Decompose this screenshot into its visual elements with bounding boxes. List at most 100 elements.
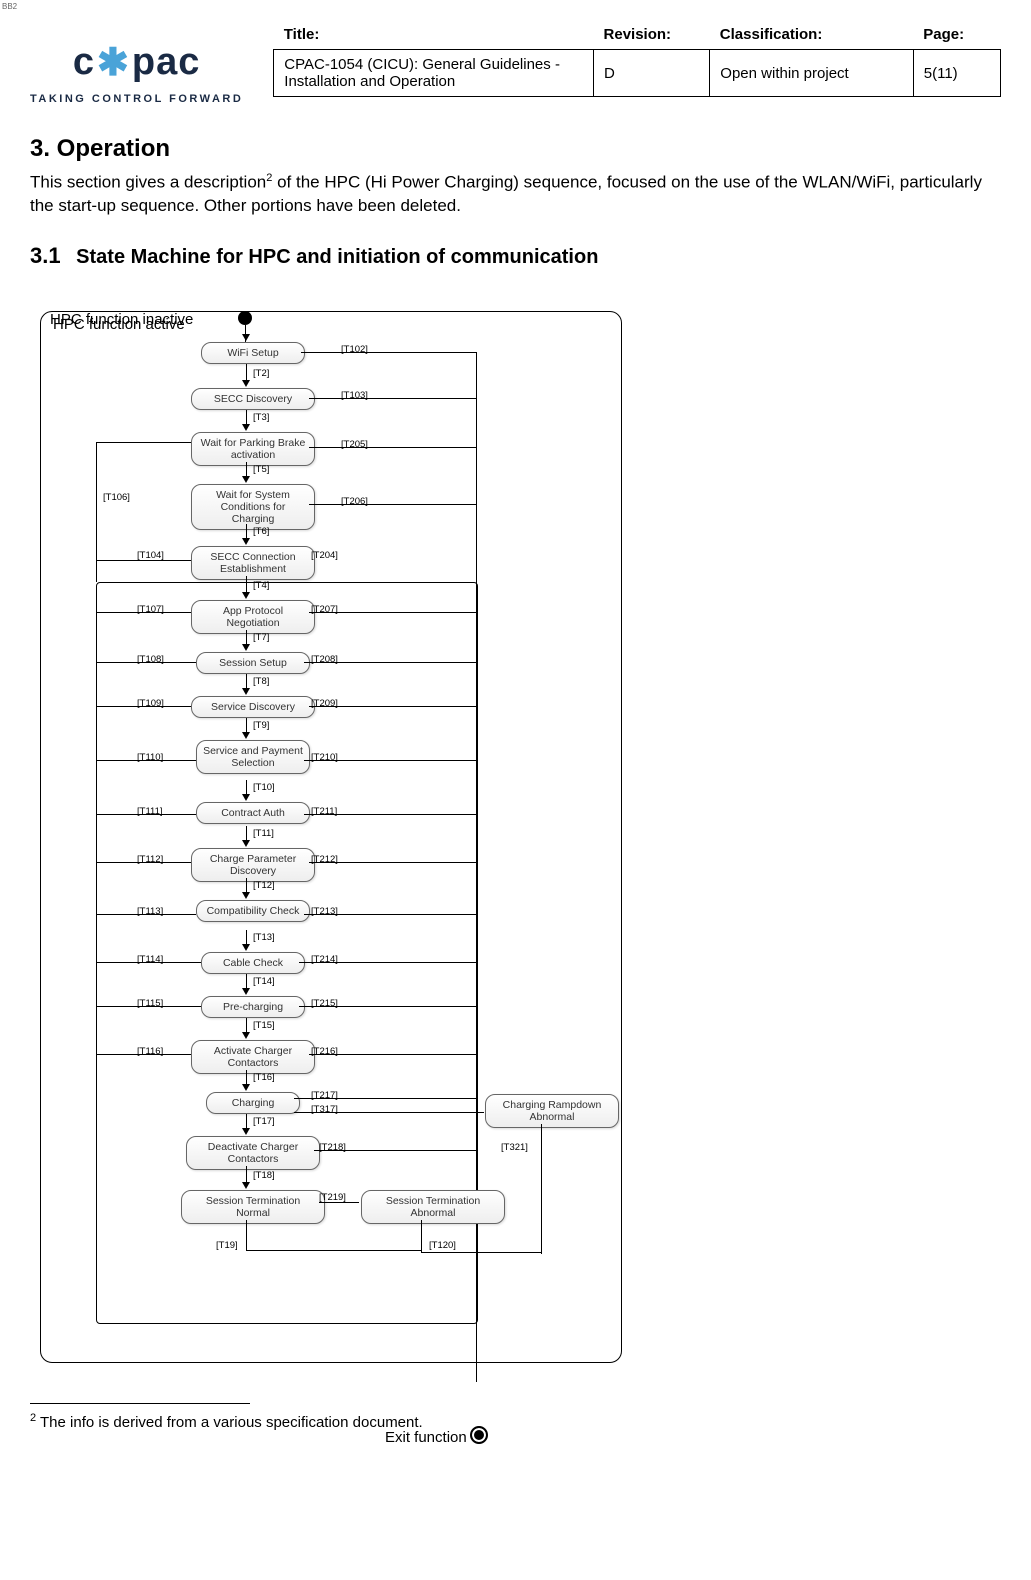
arrow-icon xyxy=(242,538,250,545)
line xyxy=(421,1220,422,1252)
state-app-protocol: App Protocol Negotiation xyxy=(191,600,315,634)
hdr-title-value: CPAC-1054 (CICU): General Guidelines - I… xyxy=(284,56,560,90)
t102: [T102] xyxy=(341,344,368,355)
t206: [T206] xyxy=(341,496,368,507)
state-precharging: Pre-charging xyxy=(201,996,305,1018)
state-session-setup: Session Setup xyxy=(196,652,310,674)
t317: [T317] xyxy=(311,1104,338,1115)
t103: [T103] xyxy=(341,390,368,401)
t209: [T209] xyxy=(311,698,338,709)
t204: [T204] xyxy=(311,550,338,561)
line xyxy=(476,1322,477,1382)
footnote-rule xyxy=(30,1403,250,1404)
line xyxy=(476,1252,541,1253)
t215: [T215] xyxy=(311,998,338,1009)
t10: [T10] xyxy=(253,782,275,793)
state-wait-sys-cond: Wait for System Conditions for Charging xyxy=(191,484,315,530)
arrow-icon xyxy=(242,732,250,739)
t107: [T107] xyxy=(137,604,164,615)
t213: [T213] xyxy=(311,906,338,917)
line xyxy=(421,1252,476,1253)
subsection-num: 3.1 xyxy=(30,243,61,268)
hdr-class-label: Classification: xyxy=(720,26,823,43)
t218: [T218] xyxy=(319,1142,346,1153)
line xyxy=(541,1124,542,1254)
hdr-page-label: Page: xyxy=(923,26,964,43)
line xyxy=(309,504,476,505)
t212: [T212] xyxy=(311,854,338,865)
t214: [T214] xyxy=(311,954,338,965)
t205: [T205] xyxy=(341,439,368,450)
state-service-discovery: Service Discovery xyxy=(191,696,315,718)
hdr-rev-value: D xyxy=(604,65,615,82)
t18: [T18] xyxy=(253,1170,275,1181)
state-activate-contactors: Activate Charger Contactors xyxy=(191,1040,315,1074)
bb2-mark: BB2 xyxy=(2,2,17,11)
t208: [T208] xyxy=(311,654,338,665)
subsection-heading: 3.1 State Machine for HPC and initiation… xyxy=(30,243,1001,269)
t111: [T111] xyxy=(137,806,163,817)
state-charge-param: Charge Parameter Discovery xyxy=(191,848,315,882)
t8: [T8] xyxy=(253,676,269,687)
logo-tagline: TAKING CONTROL FORWARD xyxy=(30,93,243,105)
footnote: 2 The info is derived from a various spe… xyxy=(30,1412,1001,1431)
state-charging-rampdown-abnormal: Charging Rampdown Abnormal xyxy=(485,1094,619,1128)
line xyxy=(96,442,97,582)
t216: [T216] xyxy=(311,1046,338,1057)
hdr-rev-label: Revision: xyxy=(604,26,672,43)
state-session-term-normal: Session Termination Normal xyxy=(181,1190,325,1224)
arrow-icon xyxy=(242,334,250,341)
logo-c2: pac xyxy=(132,41,200,84)
arrow-icon xyxy=(242,1032,250,1039)
footnote-text: The info is derived from a various speci… xyxy=(36,1414,423,1431)
state-service-payment: Service and Payment Selection xyxy=(196,740,310,774)
t11: [T11] xyxy=(253,828,274,839)
t110: [T110] xyxy=(137,752,163,763)
t19: [T19] xyxy=(216,1240,238,1251)
state-secc-discovery: SECC Discovery xyxy=(191,388,315,410)
t210: [T210] xyxy=(311,752,338,763)
state-session-term-abnormal: Session Termination Abnormal xyxy=(361,1190,505,1224)
state-wait-parking-brake: Wait for Parking Brake activation xyxy=(191,432,315,466)
logo-block: c ✱ pac TAKING CONTROL FORWARD xyxy=(30,20,243,105)
t5: [T5] xyxy=(253,464,269,475)
state-compat-check: Compatibility Check xyxy=(196,900,310,922)
arrow-icon xyxy=(242,380,250,387)
subsection-title: State Machine for HPC and initiation of … xyxy=(76,246,598,268)
t211: [T211] xyxy=(311,806,337,817)
arrow-icon xyxy=(242,988,250,995)
t217: [T217] xyxy=(311,1090,338,1101)
t6: [T6] xyxy=(253,526,269,537)
t113: [T113] xyxy=(137,906,163,917)
line xyxy=(301,352,476,353)
logo-c1: c xyxy=(73,41,95,84)
state-wifi-setup: WiFi Setup xyxy=(201,342,305,364)
state-charging: Charging xyxy=(206,1092,300,1114)
exit-node-icon xyxy=(470,1426,488,1444)
t109: [T109] xyxy=(137,698,164,709)
page-header: c ✱ pac TAKING CONTROL FORWARD Title: Re… xyxy=(30,20,1001,105)
t115: [T115] xyxy=(137,998,163,1009)
t9: [T9] xyxy=(253,720,269,731)
state-secc-conn-est: SECC Connection Establishment xyxy=(191,546,315,580)
t207: [T207] xyxy=(311,604,338,615)
t7: [T7] xyxy=(253,632,269,643)
arrow-icon xyxy=(242,1182,250,1189)
t219: [T219] xyxy=(319,1192,346,1203)
t3: [T3] xyxy=(253,412,269,423)
line xyxy=(246,1220,247,1250)
arrow-icon xyxy=(242,592,250,599)
t14: [T14] xyxy=(253,976,275,987)
logo: c ✱ pac xyxy=(73,40,200,85)
label-active: HPC function active xyxy=(53,316,185,333)
t15: [T15] xyxy=(253,1020,275,1031)
t112: [T112] xyxy=(137,854,163,865)
label-exit: Exit function xyxy=(385,1429,467,1446)
arrow-icon xyxy=(242,892,250,899)
line xyxy=(476,352,477,1322)
t13: [T13] xyxy=(253,932,275,943)
line xyxy=(309,398,476,399)
t4: [T4] xyxy=(253,580,269,591)
header-table: Title: Revision: Classification: Page: C… xyxy=(273,20,1001,97)
section-heading: 3. Operation xyxy=(30,135,1001,163)
